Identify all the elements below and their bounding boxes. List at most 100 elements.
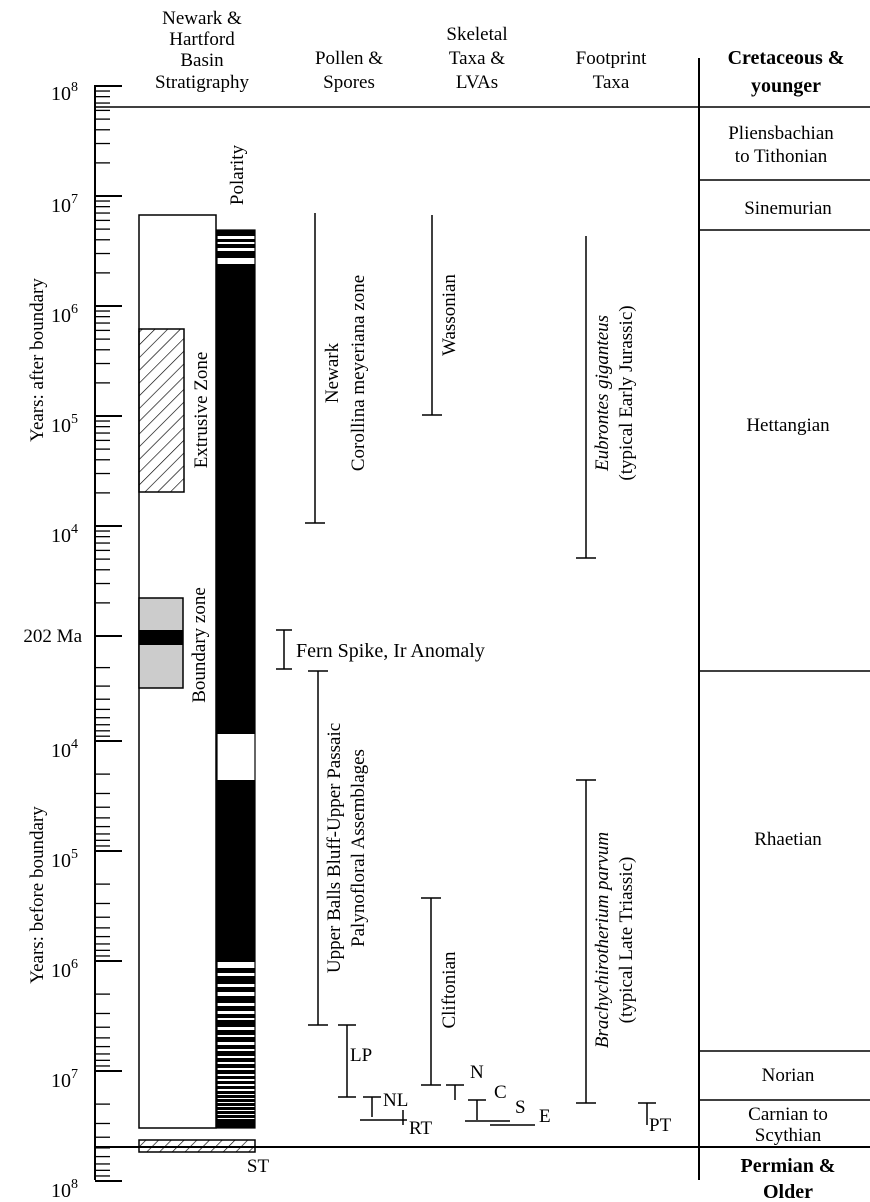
polarity-band: [217, 1035, 255, 1037]
rt-label: RT: [409, 1118, 433, 1139]
pt-range: [638, 1102, 656, 1125]
svg-text:Stratigraphy: Stratigraphy: [155, 72, 249, 93]
extrusive-zone-label: Extrusive Zone: [191, 352, 212, 469]
svg-text:Spores: Spores: [323, 72, 375, 93]
axis-title-before: Years: before boundary: [27, 806, 48, 984]
rt-range: [360, 1110, 407, 1125]
polarity-band: [217, 1018, 255, 1020]
polarity-band: [217, 734, 255, 780]
tick-label: 106: [51, 957, 78, 982]
nl-label: NL: [383, 1090, 408, 1111]
brachychirotherium-sub-label: (typical Late Triassic): [616, 857, 637, 1024]
upper-passaic-label: Upper Balls Bluff-Upper Passaic: [324, 723, 345, 973]
axis-labels-before: 104 105 106 107 108: [51, 737, 78, 1202]
wassonian-label: Wassonian: [439, 274, 460, 356]
polarity-band: [217, 992, 255, 996]
newark-label: Newark: [322, 342, 343, 403]
polarity-band: [217, 973, 255, 976]
n-label: N: [470, 1062, 484, 1083]
tick-label: 108: [51, 80, 78, 105]
polarity-band: [217, 1118, 255, 1119]
polarity-band: [217, 1003, 255, 1006]
tick-label: 108: [51, 1177, 78, 1202]
ticks-before: [95, 666, 122, 1182]
tick-label: 105: [51, 412, 78, 437]
newark-range: [305, 213, 325, 524]
extrusive-zone-hatch: [138, 328, 185, 493]
polarity-band: [217, 1110, 255, 1111]
polarity-band: [217, 1068, 255, 1070]
polarity-label: Polarity: [227, 144, 248, 205]
svg-text:Newark &: Newark &: [162, 8, 242, 29]
polarity-band: [217, 1011, 255, 1014]
stage-lines: [699, 179, 870, 1101]
polarity-band: [217, 1102, 255, 1103]
header-footprint: Footprint Taxa: [576, 48, 647, 93]
svg-text:Pollen &: Pollen &: [315, 48, 383, 69]
svg-text:Cretaceous &: Cretaceous &: [728, 47, 845, 69]
tick-label: 107: [51, 1067, 78, 1092]
svg-text:Taxa &: Taxa &: [449, 48, 505, 69]
stage-permian: Permian & Older: [741, 1155, 836, 1202]
polarity-band: [217, 1114, 255, 1115]
polarity-band: [217, 1079, 255, 1081]
palynofloral-label: Palynofloral Assemblages: [348, 749, 369, 947]
stage-sinemurian: Sinemurian: [744, 198, 832, 219]
polarity-band: [217, 1074, 255, 1076]
tick-label: 105: [51, 847, 78, 872]
brachychirotherium-label: Brachychirotherium parvum: [592, 832, 613, 1048]
stage-norian: Norian: [762, 1065, 815, 1086]
polarity-band: [217, 1042, 255, 1045]
corollina-label: Corollina meyeriana zone: [348, 275, 369, 471]
upper-passaic-range: [308, 670, 328, 1026]
stage-labels: Pliensbachian to Tithonian Sinemurian He…: [728, 123, 834, 1146]
pt-label: PT: [649, 1115, 672, 1136]
polarity-band: [217, 1056, 255, 1058]
cliftonian-range: [421, 897, 441, 1086]
st-label: ST: [247, 1156, 270, 1177]
header-stratigraphy: Newark & Hartford Basin Stratigraphy: [155, 8, 249, 93]
polarity-band: [217, 1027, 255, 1030]
svg-text:Footprint: Footprint: [576, 48, 647, 69]
lp-label: LP: [350, 1045, 372, 1066]
nl-range: [363, 1096, 381, 1117]
polarity-band: [217, 1094, 255, 1095]
polarity-band: [217, 1049, 255, 1051]
fern-spike-range: [276, 629, 292, 670]
stage-hettangian: Hettangian: [746, 415, 830, 436]
stage-carnian-2: Scythian: [755, 1125, 822, 1146]
svg-text:Older: Older: [763, 1181, 813, 1202]
boundary-zone-label: Boundary zone: [189, 587, 210, 703]
polarity-band: [217, 1089, 255, 1091]
stage-pliensbachian: Pliensbachian: [728, 123, 834, 144]
svg-text:Hartford: Hartford: [169, 29, 235, 50]
svg-text:LVAs: LVAs: [456, 72, 498, 93]
st-hatch-bar: [138, 1139, 256, 1153]
svg-text:Taxa: Taxa: [593, 72, 630, 93]
polarity-band: [217, 248, 255, 251]
polarity-outline: [216, 229, 256, 1129]
e-label: E: [539, 1106, 551, 1127]
svg-text:Skeletal: Skeletal: [446, 24, 507, 45]
polarity-band: [217, 1084, 255, 1086]
n-range: [446, 1084, 464, 1100]
c-range: [468, 1099, 486, 1120]
eubrontes-label: Eubrontes giganteus: [592, 315, 613, 472]
lp-range: [338, 1024, 356, 1098]
s-label: S: [515, 1097, 526, 1118]
boundary-zone-band: [139, 630, 183, 645]
axis-title-after: Years: after boundary: [27, 278, 48, 442]
tick-label: 104: [51, 522, 78, 547]
polarity-band: [217, 230, 255, 1128]
tick-label: 107: [51, 192, 78, 217]
polarity-column: [216, 229, 256, 1129]
tick-label: 106: [51, 302, 78, 327]
svg-text:younger: younger: [751, 75, 821, 97]
polarity-band: [217, 242, 255, 244]
ticks-after: [95, 85, 122, 637]
stage-pliensbachian-2: to Tithonian: [735, 146, 828, 167]
cliftonian-label: Cliftonian: [439, 951, 460, 1029]
brachychirotherium-range: [576, 779, 596, 1104]
tick-label: 104: [51, 737, 78, 762]
